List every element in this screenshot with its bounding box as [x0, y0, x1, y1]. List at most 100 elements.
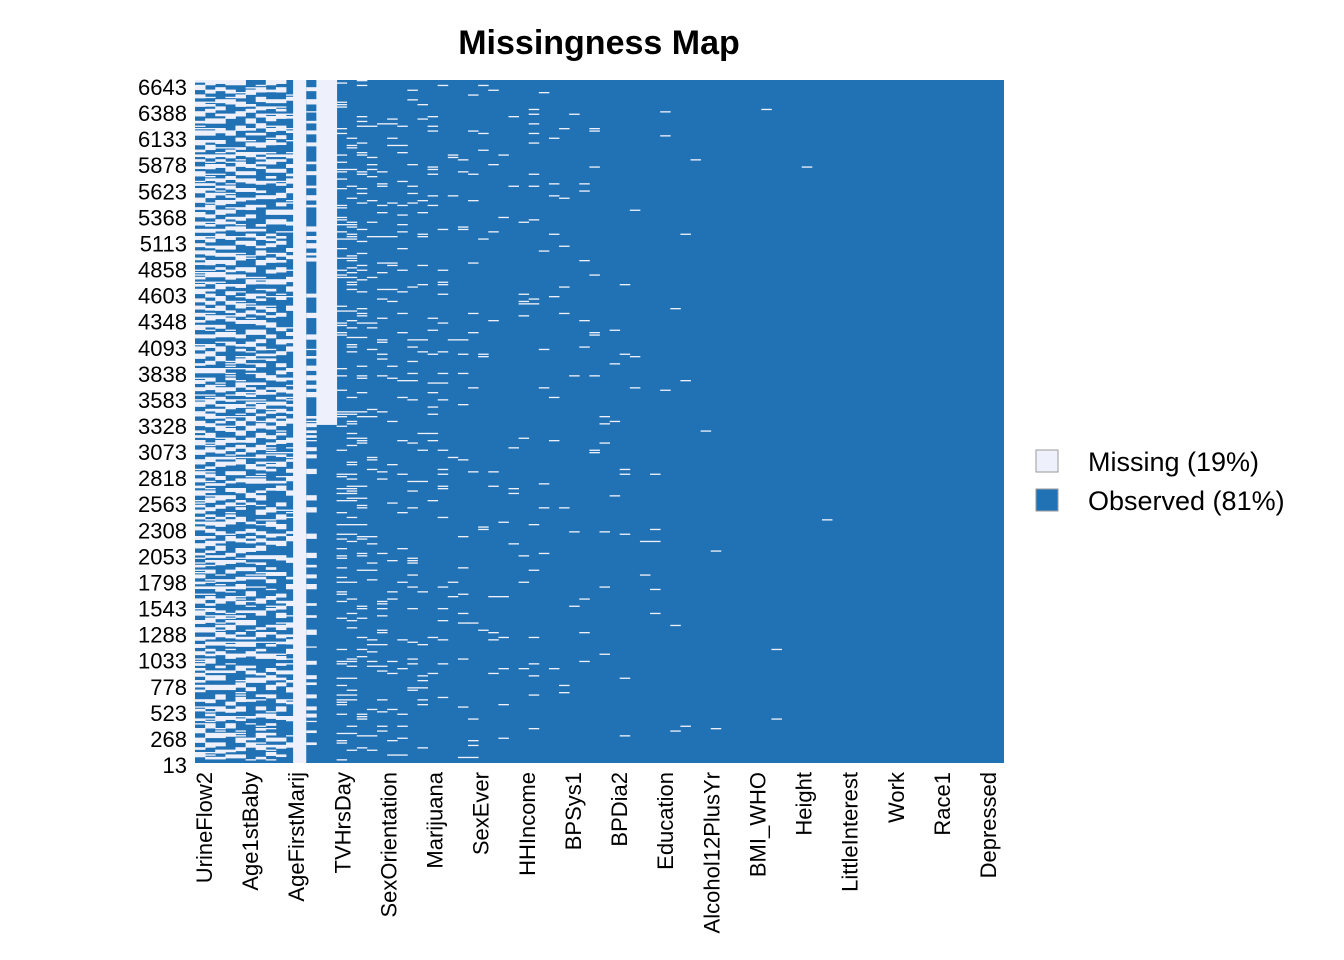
missing-cell: [255, 195, 267, 200]
missing-cell: [235, 152, 246, 156]
missing-cell: [346, 420, 358, 423]
missing-cell: [346, 257, 358, 259]
missing-cell: [336, 699, 348, 701]
missing-cell: [599, 442, 611, 444]
missing-cell: [195, 663, 206, 666]
missing-cell: [225, 620, 236, 623]
missing-cell: [245, 456, 257, 459]
missing-cell: [245, 267, 257, 273]
missing-cell: [579, 260, 590, 262]
missing-cell: [478, 353, 489, 355]
missing-cell: [518, 303, 530, 305]
missing-cell: [195, 521, 206, 525]
y-tick-label: 523: [150, 701, 187, 726]
missing-cell: [225, 454, 236, 456]
missing-cell: [548, 396, 560, 399]
missing-cell: [195, 120, 206, 124]
missing-cell: [427, 125, 439, 127]
missing-cell: [225, 624, 236, 631]
missing-cell: [215, 694, 226, 700]
missing-cell: [225, 226, 236, 231]
missing-cell: [356, 536, 368, 538]
missing-cell: [336, 488, 348, 490]
missing-cell: [255, 96, 267, 103]
missing-cell: [265, 668, 277, 672]
missing-cell: [235, 236, 246, 238]
missing-cell: [387, 377, 398, 379]
missing-cell: [336, 576, 348, 579]
missing-cell: [195, 101, 206, 107]
missing-cell: [235, 188, 246, 192]
missing-cell: [205, 723, 216, 729]
missing-cell: [336, 305, 348, 307]
missing-cell: [397, 332, 408, 334]
x-tick-label: SexEver: [469, 772, 494, 855]
missing-cell: [215, 252, 226, 257]
missing-cell: [205, 228, 216, 233]
missing-cell: [609, 363, 621, 365]
heatmap-missing-cells: [195, 80, 833, 763]
missing-cell: [205, 514, 216, 518]
missing-cell: [225, 317, 236, 322]
missing-cell: [265, 168, 277, 173]
missing-cell: [195, 228, 206, 233]
missing-cell: [538, 552, 550, 555]
missing-cell: [336, 334, 348, 336]
missing-cell: [336, 538, 348, 540]
missing-cell: [437, 372, 449, 375]
missing-cell: [336, 413, 348, 415]
missing-cell: [235, 548, 246, 554]
missing-cell: [275, 432, 287, 436]
missing-cell: [275, 461, 287, 467]
missing-cell: [225, 404, 236, 410]
missing-cell: [377, 298, 388, 300]
missing-cell: [195, 680, 206, 683]
missing-cell: [255, 744, 267, 751]
missing-cell: [468, 471, 479, 473]
missing-cell: [205, 497, 216, 503]
missing-cell: [336, 660, 348, 663]
missing-cell: [336, 276, 348, 279]
missing-cell: [265, 176, 277, 179]
missing-cell: [275, 612, 287, 619]
missing-cell: [346, 336, 358, 339]
missing-cell: [275, 183, 287, 186]
y-tick-label: 5368: [138, 205, 187, 230]
missing-cell: [235, 300, 246, 303]
missing-cell: [255, 538, 267, 543]
missing-cell: [195, 459, 206, 465]
missing-cell: [306, 204, 317, 208]
missing-cell: [245, 620, 257, 626]
missing-cell: [619, 353, 631, 355]
missing-cell: [265, 269, 277, 274]
missing-cell: [528, 694, 540, 696]
missing-cell: [306, 334, 317, 340]
missing-cell: [235, 111, 246, 117]
missing-cell: [286, 164, 297, 168]
missing-cell: [215, 531, 226, 536]
missing-cell: [265, 480, 277, 484]
missing-cell: [205, 456, 216, 463]
missing-cell: [427, 317, 439, 319]
missing-cell: [205, 161, 216, 163]
missing-cell: [275, 401, 287, 406]
missing-cell: [275, 168, 287, 173]
missing-cell: [245, 476, 257, 478]
missing-cell: [377, 644, 388, 646]
missing-cell: [417, 212, 428, 214]
missing-cell: [306, 495, 317, 501]
missing-cell: [589, 449, 600, 451]
missing-cell: [235, 716, 246, 718]
missing-cell: [447, 339, 459, 341]
legend-swatch-observed: [1035, 488, 1059, 512]
missing-cell: [650, 540, 661, 543]
missing-cell: [306, 454, 317, 459]
missing-cell: [670, 624, 681, 627]
missing-cell: [346, 272, 358, 274]
missing-cell: [346, 658, 358, 660]
missing-cell: [457, 593, 469, 595]
missing-cell: [559, 692, 570, 694]
missing-cell: [286, 231, 297, 233]
missing-cell: [265, 653, 277, 659]
missing-cell: [457, 372, 469, 375]
